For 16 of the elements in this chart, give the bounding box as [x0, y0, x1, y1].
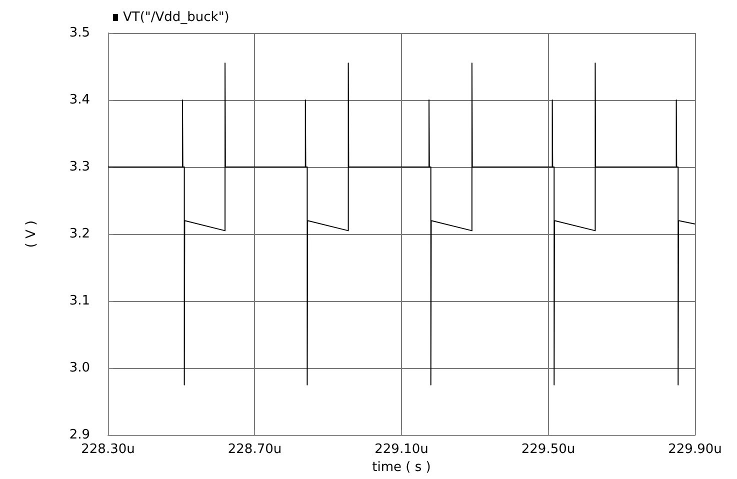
y-tick-label: 3.5 [69, 26, 90, 40]
y-tick-label: 3.3 [69, 160, 90, 175]
line-series [108, 62, 696, 386]
x-tick-label: 229.10u [374, 442, 428, 458]
x-axis-title: time ( s ) [372, 460, 431, 475]
x-tick-label: 229.90u [668, 442, 722, 458]
y-tick-label: 3.1 [69, 294, 90, 309]
x-tick-label: 229.50u [521, 442, 576, 458]
y-axis-title: ( V ) [24, 220, 39, 248]
x-tick-label: 228.70u [228, 442, 282, 458]
y-tick-label: 2.9 [69, 428, 90, 443]
y-tick-label: 3.0 [69, 360, 90, 376]
legend-label: VT("/Vdd_buck") [123, 10, 230, 25]
x-tick-label: 228.30u [81, 442, 135, 458]
y-tick-label: 3.4 [69, 92, 90, 108]
y-tick-label: 3.2 [69, 226, 90, 242]
